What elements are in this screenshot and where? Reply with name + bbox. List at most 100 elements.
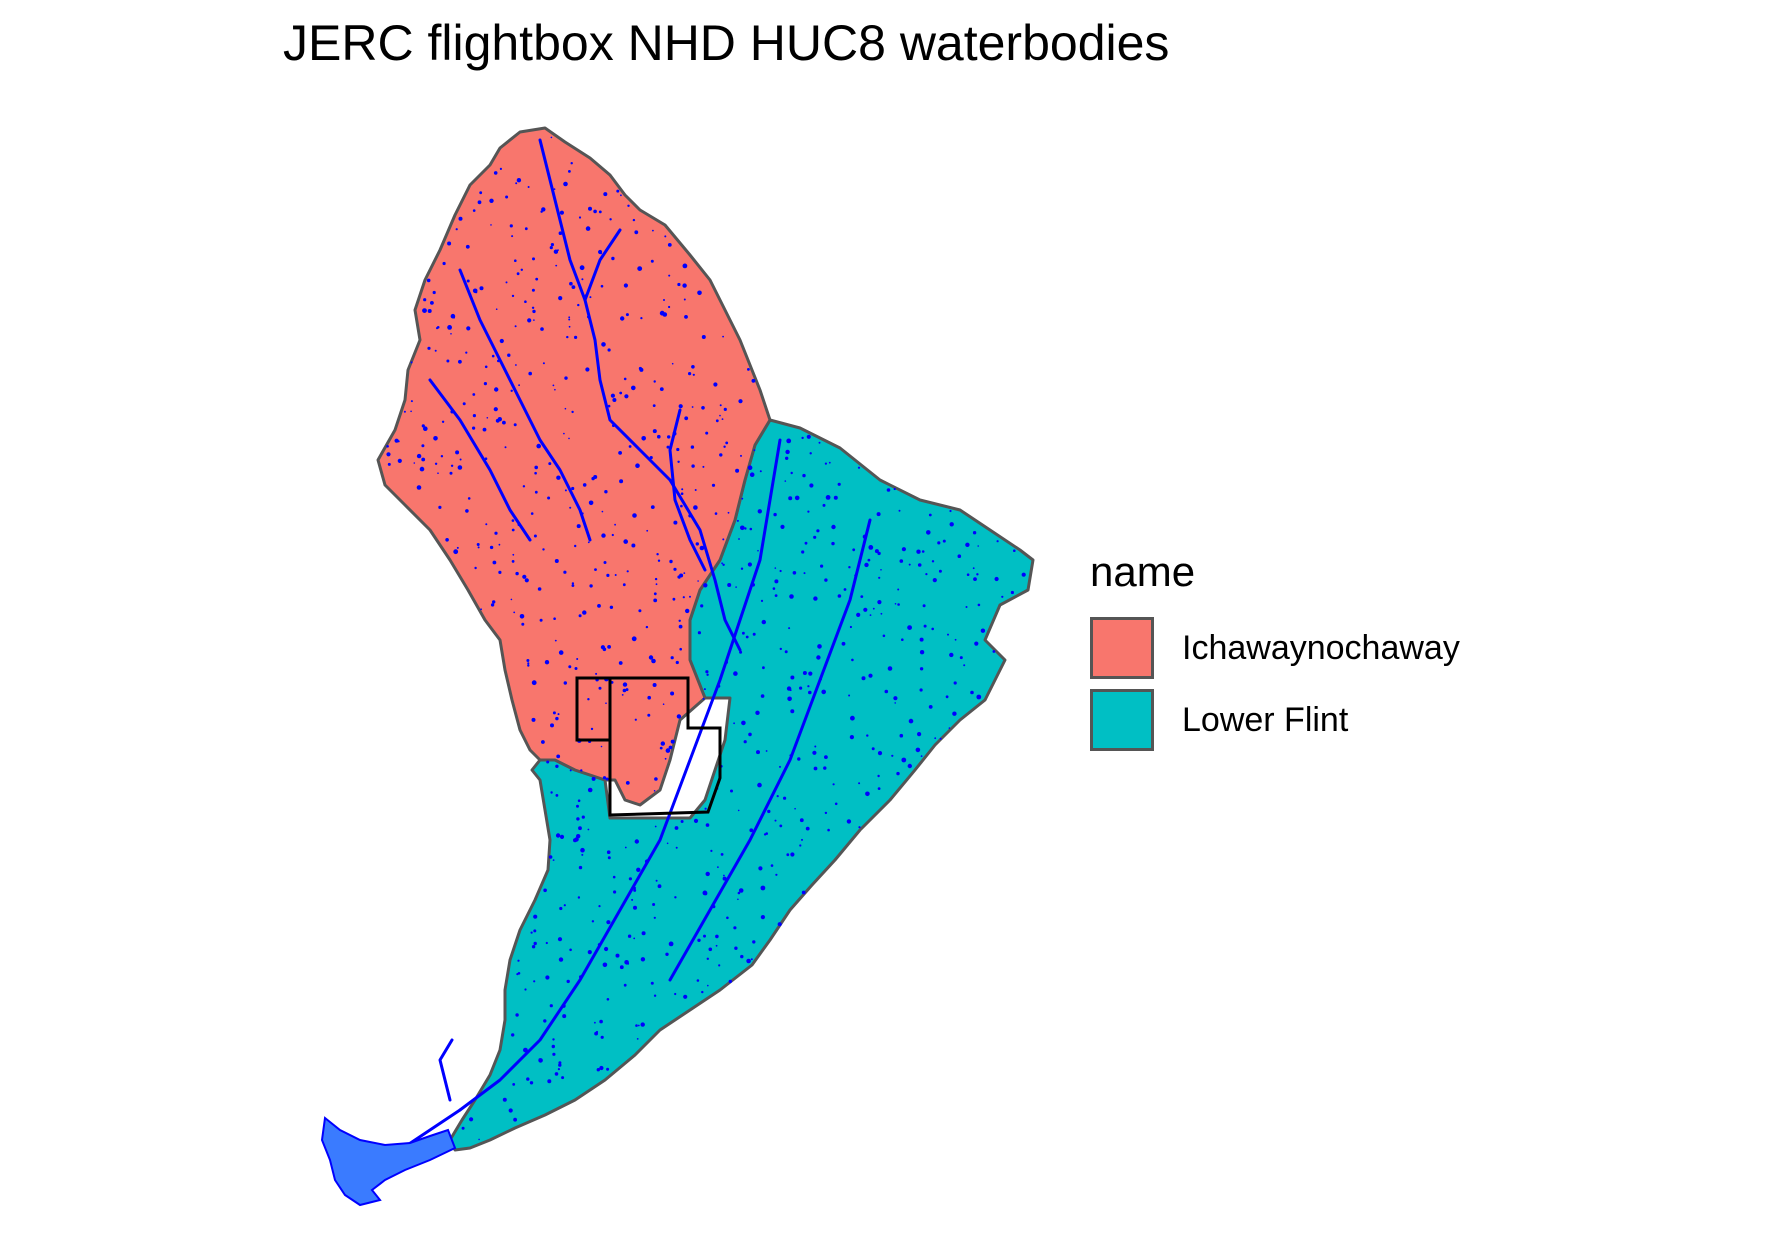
waterbody-dot: [505, 281, 508, 284]
waterbody-dot: [465, 509, 469, 513]
waterbody-dot: [562, 1014, 567, 1019]
waterbody-dot: [974, 641, 979, 646]
waterbody-dot: [654, 825, 657, 828]
waterbody-dot: [430, 301, 434, 305]
waterbody-dot: [723, 445, 726, 448]
waterbody-dot: [569, 506, 572, 509]
huc-ichawaynochaway-polygon[interactable]: [376, 126, 772, 807]
waterbody-dot: [520, 268, 523, 271]
waterbody-dot: [449, 471, 453, 475]
waterbody-dot: [922, 604, 926, 608]
waterbody-dot: [612, 424, 615, 427]
waterbody-dot: [973, 577, 977, 581]
waterbody-dot: [416, 453, 422, 459]
waterbody-dot: [725, 441, 729, 445]
waterbody-dot: [542, 362, 545, 365]
waterbody-dot: [597, 604, 601, 608]
waterbody-dot: [410, 361, 413, 364]
waterbody-dot: [880, 612, 883, 615]
waterbody-dot: [532, 257, 535, 261]
waterbody-dot: [589, 296, 592, 299]
waterbody-dot: [558, 1061, 562, 1065]
waterbody-dot: [733, 722, 735, 725]
waterbody-dot: [696, 979, 700, 982]
waterbody-dot: [653, 598, 658, 603]
waterbody-dot: [965, 606, 968, 608]
legend-label-ichawaynochaway: Ichawaynochaway: [1182, 628, 1460, 667]
waterbody-dot: [652, 229, 654, 232]
waterbody-dot: [773, 512, 777, 517]
waterbody-dot: [745, 635, 749, 639]
waterbody-dot: [509, 224, 513, 228]
waterbody-dot: [580, 769, 583, 772]
flightbox-west-outline[interactable]: [575, 676, 612, 742]
waterbody-dot: [458, 359, 462, 364]
waterbody-dot: [977, 603, 981, 607]
waterbody-dot: [652, 429, 657, 434]
waterbody-dot: [576, 658, 579, 660]
waterbody-dot: [664, 757, 667, 760]
waterbody-dot: [589, 584, 593, 588]
waterbody-dot: [480, 608, 482, 611]
river-outlet-north: [438, 1038, 454, 1102]
waterbody-dot: [479, 191, 483, 195]
waterbody-dot: [505, 195, 509, 199]
waterbody-dot: [557, 1068, 561, 1071]
waterbody-dot: [765, 832, 768, 835]
waterbody-dot: [804, 541, 808, 545]
waterbody-dot: [422, 308, 427, 313]
huc-lower-flint-polygon[interactable]: [448, 418, 1035, 1152]
flightbox-outline[interactable]: [608, 676, 722, 817]
waterbody-dot: [532, 309, 536, 314]
waterbody-dot: [602, 776, 607, 780]
waterbody-dot: [492, 560, 497, 565]
waterbody-dot: [622, 583, 626, 587]
waterbody-dot: [678, 619, 681, 622]
waterbody-dot: [559, 906, 563, 911]
waterbody-dot: [779, 824, 783, 828]
waterbody-dot: [600, 745, 603, 748]
waterbody-dot: [843, 588, 847, 591]
waterbody-dot: [802, 473, 806, 478]
waterbody-dot: [598, 210, 602, 214]
waterbody-dot: [738, 538, 740, 540]
waterbody-dot: [701, 335, 706, 339]
waterbody-dot: [602, 962, 608, 968]
waterbody-dot: [533, 319, 535, 321]
waterbody-dot: [866, 734, 869, 737]
waterbody-dot: [622, 682, 628, 687]
waterbody-dot: [635, 1024, 638, 1027]
waterbody-dot: [466, 279, 470, 283]
waterbody-dot: [552, 384, 555, 387]
waterbody-dot: [704, 807, 707, 810]
waterbody-dot: [877, 774, 880, 778]
waterbody-dot: [440, 455, 444, 458]
waterbody-dot: [609, 218, 612, 221]
waterbody-dot: [634, 839, 639, 844]
waterbody-dot: [442, 261, 446, 266]
waterbody-dot: [526, 659, 530, 662]
waterbody-dot: [884, 689, 889, 694]
waterbody-dot: [516, 973, 519, 976]
waterbody-dot: [578, 614, 582, 618]
waterbody-dot: [722, 335, 724, 338]
waterbody-dot: [691, 464, 695, 468]
waterbody-dot: [891, 754, 894, 757]
waterbody-dot: [893, 487, 896, 491]
river-westfork: [428, 378, 532, 542]
waterbody-dot: [970, 690, 974, 695]
waterbody-dot: [577, 896, 581, 899]
waterbody-dot: [605, 702, 607, 704]
waterbody-dot: [649, 456, 653, 460]
waterbody-dot: [939, 737, 942, 740]
waterbody-dot: [932, 578, 937, 583]
waterbody-dot: [638, 609, 642, 613]
waterbody-dot: [813, 766, 818, 771]
waterbody-dot: [813, 596, 818, 601]
waterbody-dot: [633, 937, 636, 940]
waterbody-dot: [705, 823, 710, 827]
waterbody-dot: [631, 543, 636, 548]
waterbody-dot: [740, 954, 744, 959]
waterbody-dot: [446, 359, 450, 363]
waterbody-dot: [436, 326, 440, 329]
